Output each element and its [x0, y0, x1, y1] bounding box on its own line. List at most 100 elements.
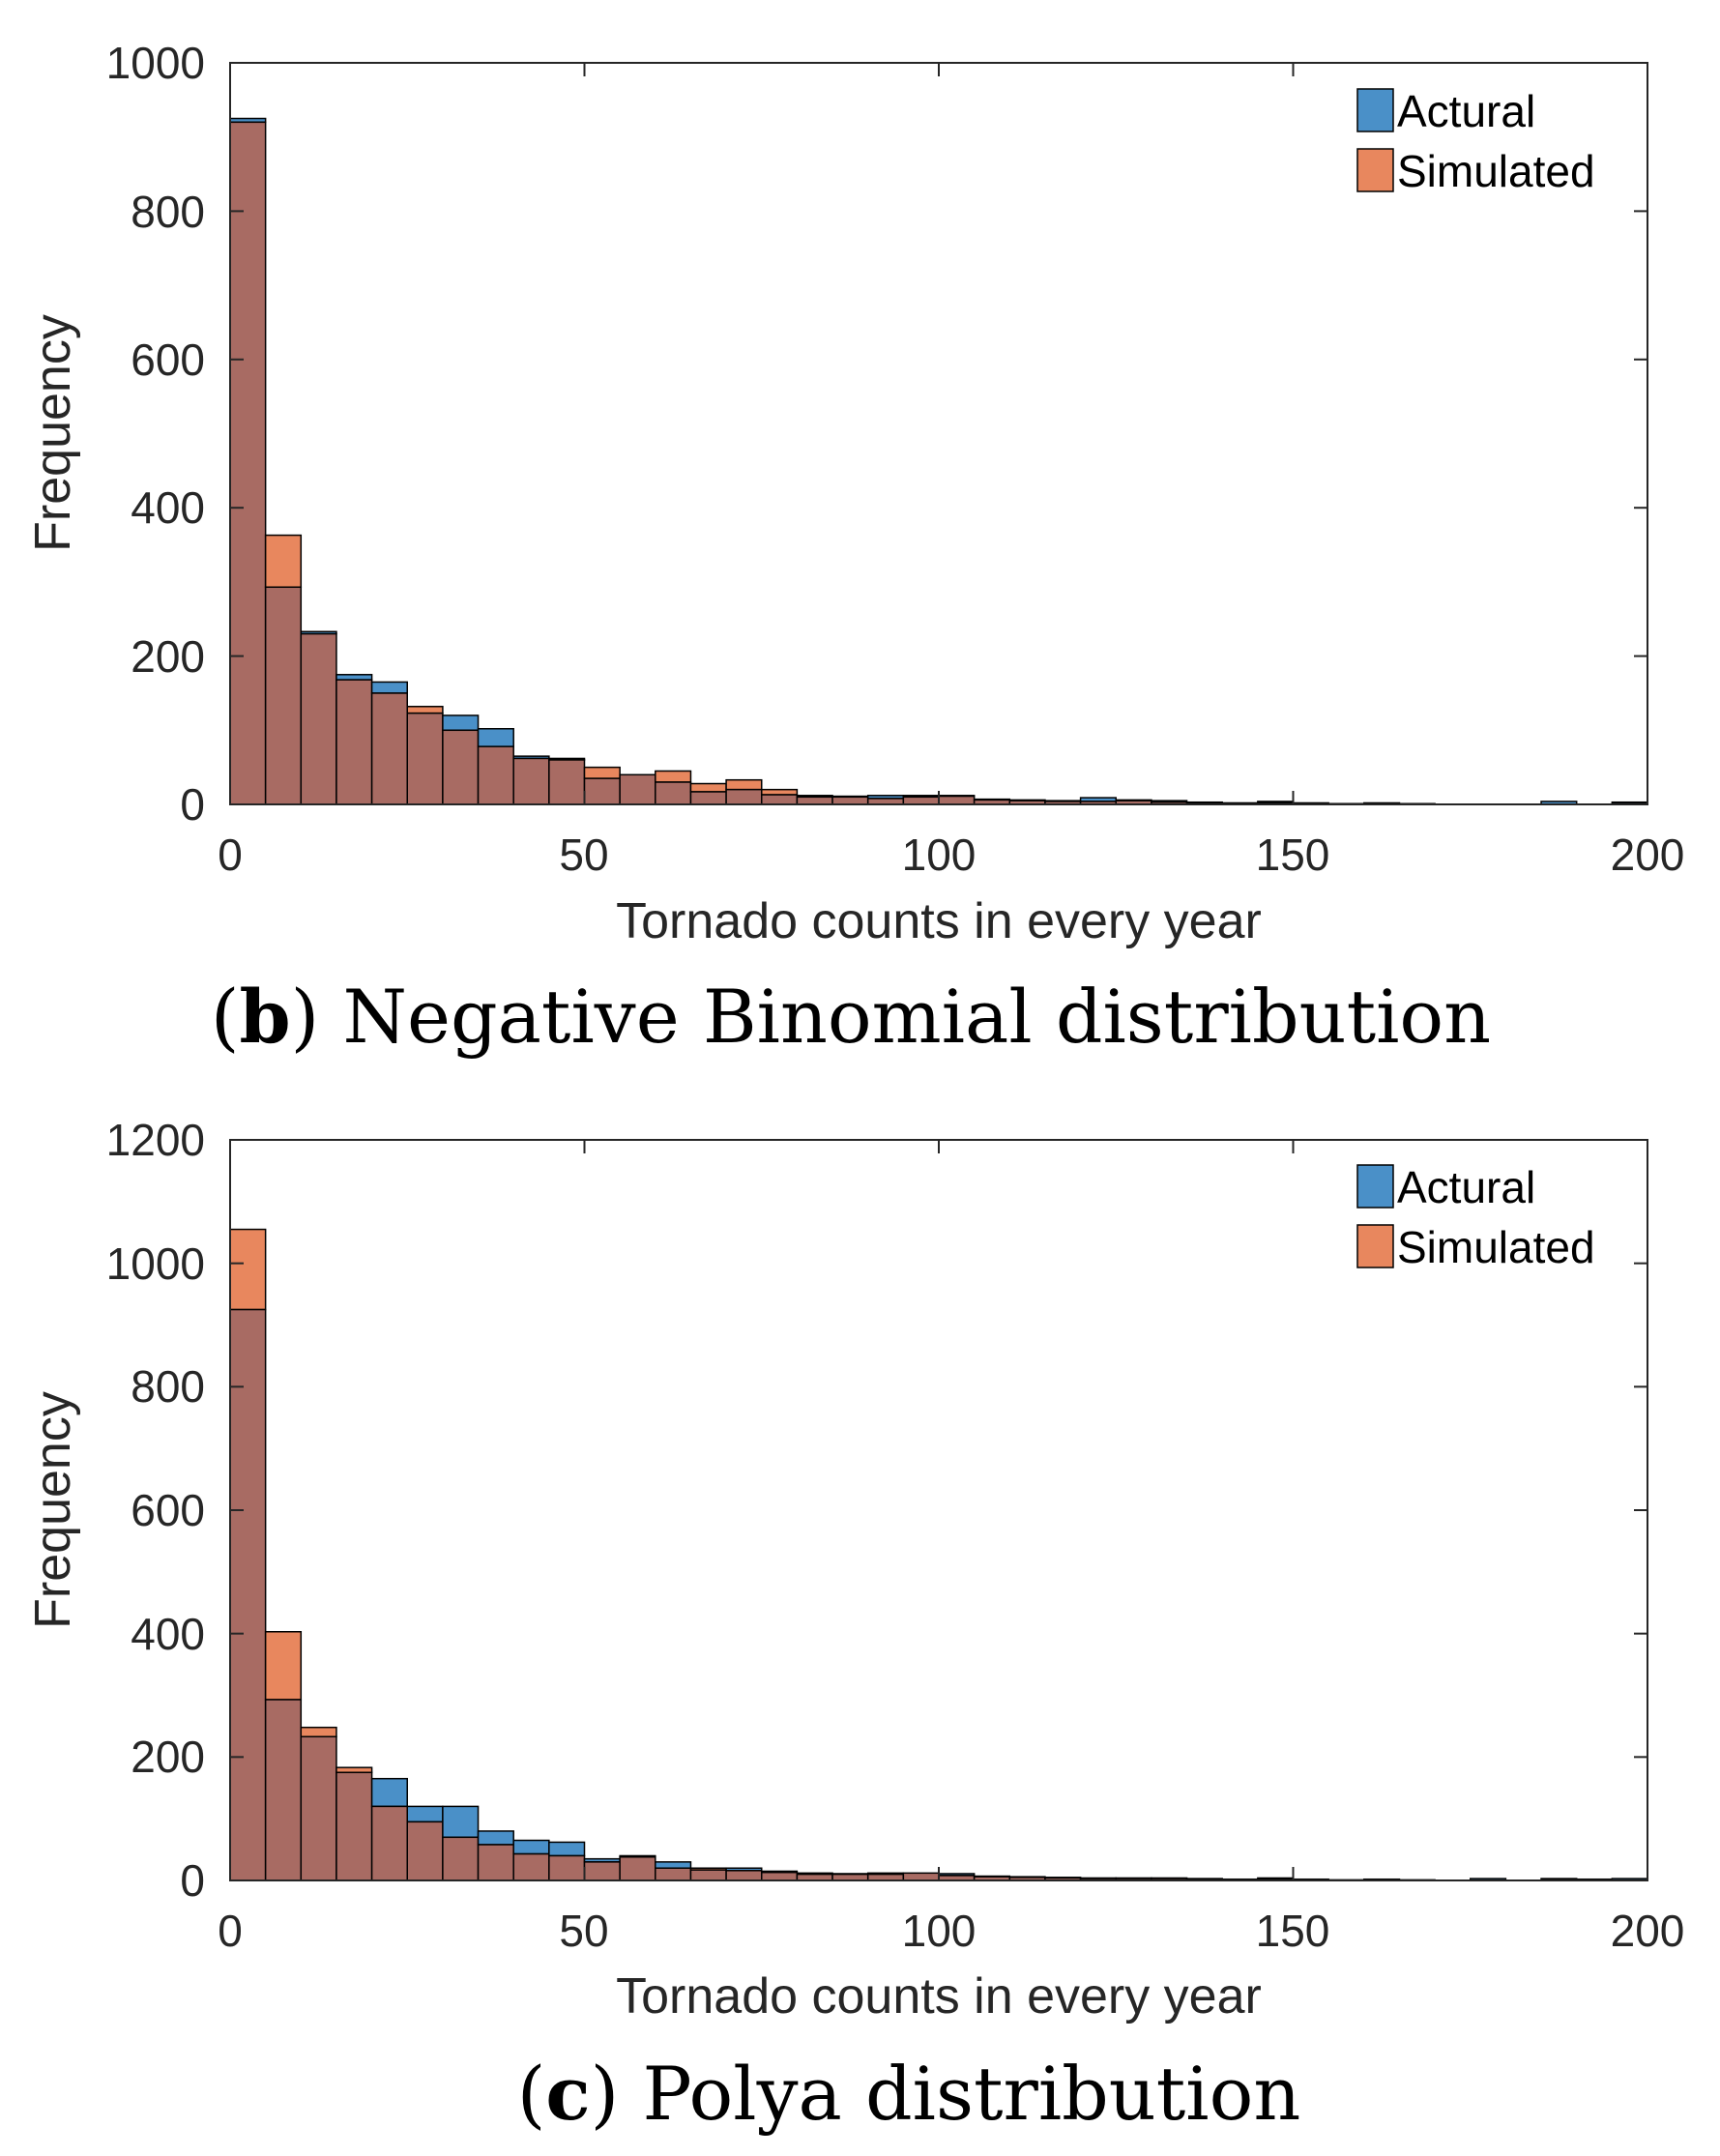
panel-b-simulated-excess-bar	[725, 778, 763, 791]
panel-b-overlap-bar	[548, 759, 586, 805]
panel-c-overlap-bar	[548, 1854, 586, 1881]
panel-b-simulated-excess-bar	[406, 706, 444, 714]
panel-c-xtick-label: 50	[559, 1906, 608, 1956]
panel-c-xtick-label: 100	[902, 1906, 977, 1956]
panel-c-overlap-bar	[370, 1805, 409, 1881]
panel-b-overlap-bar	[725, 788, 763, 805]
panel-c-overlap-bar	[761, 1871, 799, 1881]
panel-c-overlap-bar	[442, 1836, 480, 1881]
panel-b-overlap-bar	[406, 712, 444, 805]
panel-c-overlap-bar	[725, 1870, 763, 1881]
panel-b-overlap-bar	[655, 781, 692, 805]
panel-b-overlap-bar	[938, 795, 976, 805]
panel-c-ytick-label: 200	[131, 1732, 205, 1782]
panel-b-overlap-bar	[619, 773, 656, 805]
panel-b-overlap-bar	[796, 796, 833, 805]
panel-c-overlap-bar	[229, 1308, 267, 1881]
panel-c-legend-label-simulated: Simulated	[1397, 1222, 1595, 1272]
panel-b-actural-excess-bar	[477, 728, 514, 747]
panel-c-overlap-bar	[335, 1771, 373, 1881]
panel-b-legend-swatch-simulated	[1356, 148, 1394, 192]
panel-b-overlap-bar	[264, 586, 303, 805]
panel-b-overlap-bar	[370, 692, 409, 805]
panel-b-legend: Actural Simulated	[1356, 86, 1595, 196]
panel-c-legend-swatch-actural	[1356, 1164, 1394, 1209]
panel-b-overlap-bar	[689, 791, 727, 805]
panel-c-actural-excess-bar	[477, 1830, 514, 1846]
panel-c-overlap-bar	[902, 1872, 940, 1881]
panel-c-actural-excess-bar	[548, 1841, 586, 1857]
panel-c-simulated-excess-bar	[335, 1766, 373, 1774]
panel-c-overlap-bar	[619, 1855, 656, 1881]
panel-c-ytick-label: 1000	[106, 1238, 205, 1289]
panel-c-actural-excess-bar	[655, 1861, 692, 1869]
panel-c-ytick-label: 800	[131, 1361, 205, 1412]
panel-c-legend-swatch-simulated	[1356, 1224, 1394, 1268]
panel-c-actural-excess-bar	[442, 1805, 480, 1839]
panel-c-legend: Actural Simulated	[1356, 1162, 1595, 1272]
panel-b-caption: (b) Negative Binomial distribution	[211, 974, 1491, 1060]
panel-b-bars	[229, 117, 1648, 805]
panel-b-ylabel: Frequency	[25, 314, 81, 552]
panel-c-simulated-excess-bar	[300, 1726, 337, 1738]
panel-c-xtick-label: 200	[1611, 1906, 1685, 1956]
panel-c-overlap-bar	[583, 1861, 621, 1881]
panel-c-overlap-bar	[264, 1699, 303, 1881]
panel-b-overlap-bar	[477, 745, 514, 805]
panel-b-xtick-label: 100	[902, 830, 977, 880]
panel-c-xtick-label: 150	[1256, 1906, 1330, 1956]
panel-c-bars	[229, 1228, 1648, 1881]
panel-b-overlap-bar	[335, 679, 373, 805]
panel-c-ytick-label: 0	[180, 1855, 205, 1906]
panel-b-simulated-excess-bar	[689, 782, 727, 793]
panel-b-overlap-bar	[761, 794, 799, 805]
panel-b-ytick-label: 200	[131, 631, 205, 682]
panel-b: 0 200 400 600 800 1000 0 50 100 150 200 …	[25, 38, 1684, 1060]
panel-b-overlap-bar	[512, 757, 550, 805]
panel-c-overlap-bar	[477, 1844, 514, 1881]
panel-b-actural-excess-bar	[335, 674, 373, 681]
panel-b-overlap-bar	[300, 632, 337, 805]
panel-b-overlap-bar	[902, 796, 940, 805]
panel-c-overlap-bar	[512, 1852, 550, 1881]
panel-c-caption-letter: c	[545, 2051, 590, 2137]
panel-b-legend-swatch-actural	[1356, 88, 1394, 132]
panel-c-overlap-bar	[406, 1821, 444, 1881]
panel-c-actural-excess-bar	[370, 1777, 409, 1808]
panel-c-legend-label-actural: Actural	[1397, 1162, 1535, 1212]
panel-c-ytick-label: 400	[131, 1609, 205, 1659]
panel-b-actural-excess-bar	[370, 681, 409, 694]
panel-b-simulated-excess-bar	[761, 788, 799, 796]
panel-b-caption-letter: b	[240, 974, 291, 1060]
panel-c-simulated-excess-bar	[264, 1631, 303, 1701]
panel-b-xlabel: Tornado counts in every year	[616, 893, 1262, 949]
panel-b-ytick-label: 600	[131, 335, 205, 385]
panel-b-legend-label-actural: Actural	[1397, 86, 1535, 136]
panel-b-simulated-excess-bar	[264, 534, 303, 589]
panel-c-actural-excess-bar	[406, 1805, 444, 1823]
panel-b-simulated-excess-bar	[583, 766, 621, 779]
panel-c: 0 200 400 600 800 1000 1200 0 50 100 150…	[25, 1115, 1684, 2137]
panel-c-overlap-bar	[689, 1869, 727, 1881]
panel-c-caption-text: Polya distribution	[642, 2051, 1300, 2137]
panel-b-legend-label-simulated: Simulated	[1397, 146, 1595, 196]
panel-c-simulated-excess-bar	[229, 1228, 267, 1311]
panel-b-actural-excess-bar	[442, 714, 480, 732]
panel-c-ytick-label: 1200	[106, 1115, 205, 1165]
panel-b-ytick-label: 400	[131, 482, 205, 533]
panel-b-overlap-bar	[229, 121, 267, 805]
panel-b-xtick-label: 200	[1611, 830, 1685, 880]
panel-c-caption: (c) Polya distribution	[517, 2051, 1301, 2137]
panel-b-xtick-label: 0	[218, 830, 243, 880]
panel-b-overlap-bar	[442, 729, 480, 805]
panel-c-ytick-label: 600	[131, 1485, 205, 1535]
panel-b-simulated-excess-bar	[655, 770, 692, 783]
panel-c-ticks	[229, 1139, 1648, 1881]
panel-b-ytick-label: 800	[131, 187, 205, 237]
panel-b-xtick-label: 50	[559, 830, 608, 880]
panel-c-overlap-bar	[300, 1735, 337, 1881]
panel-b-overlap-bar	[831, 796, 869, 805]
panel-c-ylabel: Frequency	[25, 1391, 81, 1629]
panel-c-overlap-bar	[655, 1867, 692, 1881]
